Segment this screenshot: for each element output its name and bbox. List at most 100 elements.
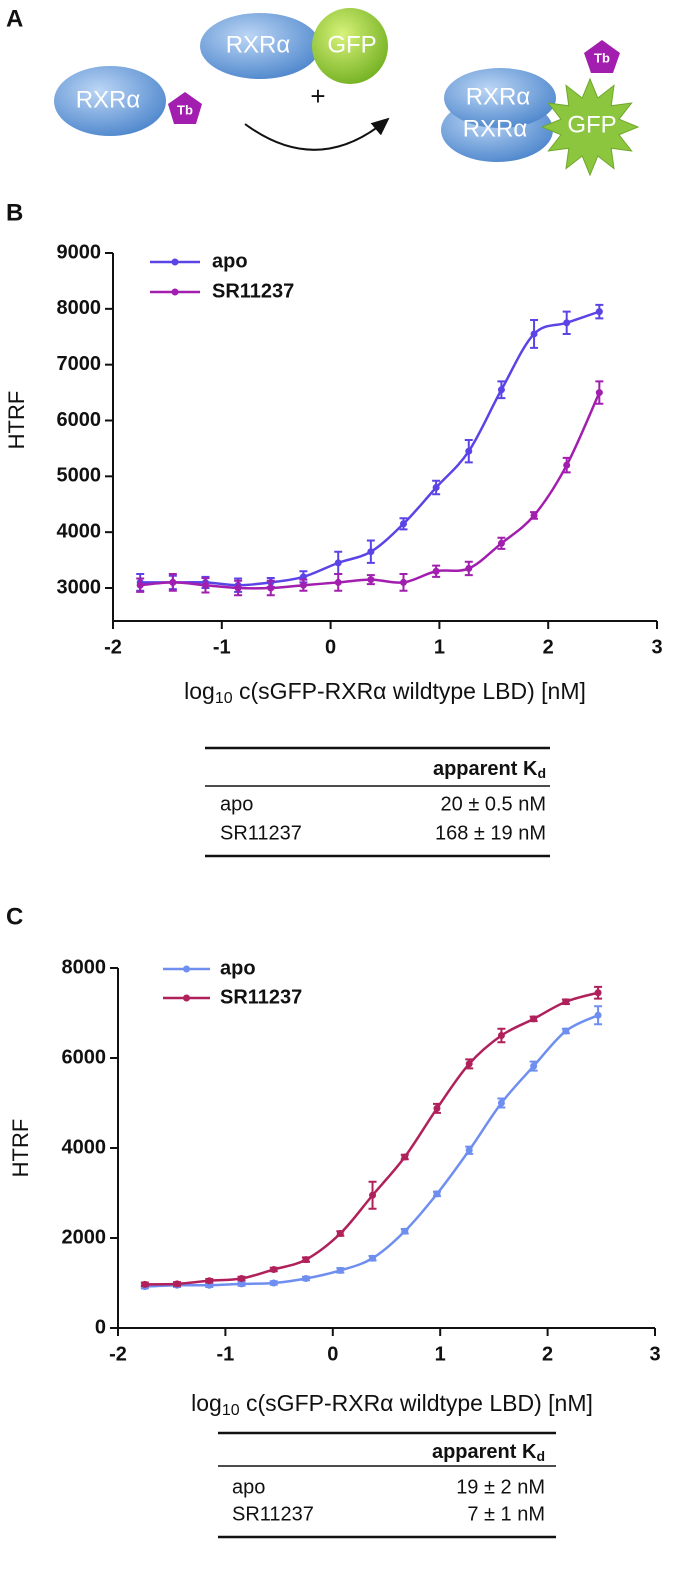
- data-point: [299, 581, 307, 589]
- data-point: [595, 308, 603, 316]
- table-cell: 7 ± 1 nM: [467, 1503, 545, 1525]
- x-axis-label: log10 c(sGFP-RXRα wildtype LBD) [nM]: [184, 678, 586, 707]
- data-point: [201, 581, 209, 589]
- data-point: [238, 1275, 246, 1282]
- data-point: [234, 584, 242, 592]
- table-header-sub: d: [537, 765, 546, 781]
- table-cell: SR11237: [220, 822, 302, 844]
- table-header-sub: d: [536, 1448, 545, 1464]
- data-point: [169, 578, 177, 586]
- data-point: [433, 1190, 441, 1198]
- node-label: RXRα: [463, 115, 528, 142]
- data-point: [562, 1027, 570, 1035]
- protein-shape: [444, 68, 556, 128]
- data-point: [530, 1062, 538, 1070]
- data-point: [299, 573, 307, 581]
- table-cell: 19 ± 2 nM: [456, 1476, 545, 1498]
- x-tick-label: 0: [327, 1343, 338, 1365]
- protein-shape: [54, 66, 166, 136]
- data-point: [465, 1060, 473, 1068]
- data-point: [270, 1266, 278, 1273]
- node-label: GFP: [327, 31, 376, 58]
- data-point: [334, 559, 342, 567]
- x-axis-label-part: log: [184, 678, 215, 704]
- x-tick-label: 3: [651, 636, 662, 658]
- data-point: [238, 1280, 246, 1288]
- node-label: Tb: [177, 102, 193, 117]
- panel-label: C: [6, 903, 23, 930]
- data-point: [369, 1254, 377, 1262]
- node-label: RXRα: [76, 86, 141, 113]
- legend-label: SR11237: [220, 986, 302, 1008]
- node-label: GFP: [567, 111, 616, 138]
- y-tick-label: 5000: [57, 465, 102, 487]
- x-axis-label: log10 c(sGFP-RXRα wildtype LBD) [nM]: [191, 1390, 593, 1419]
- legend-marker: [171, 258, 179, 266]
- legend-label: apo: [212, 250, 248, 272]
- x-axis-label-sub: 10: [215, 690, 233, 707]
- data-point: [401, 1153, 409, 1161]
- table-cell: SR11237: [232, 1503, 314, 1525]
- data-point: [367, 576, 375, 584]
- x-tick-label: 3: [649, 1343, 660, 1365]
- tb-shape: [584, 40, 620, 73]
- data-point: [401, 1227, 409, 1235]
- y-tick-label: 3000: [57, 576, 102, 598]
- panel-label: B: [6, 199, 23, 226]
- table-header-text: apparent K: [433, 758, 538, 780]
- arrow: [244, 117, 390, 151]
- table-header: apparent Kd: [432, 1441, 545, 1463]
- gfp-star: [540, 77, 640, 177]
- x-tick-label: 1: [434, 636, 445, 658]
- data-point: [465, 447, 473, 455]
- fit-line: [140, 392, 601, 590]
- x-axis-label-part: log: [191, 1390, 222, 1416]
- y-tick-label: 4000: [62, 1136, 107, 1158]
- data-point: [173, 1280, 181, 1288]
- x-tick-label: 2: [542, 1343, 553, 1365]
- data-point: [302, 1256, 310, 1264]
- data-point: [595, 389, 603, 397]
- data-point: [530, 1015, 538, 1023]
- legend-marker: [183, 994, 190, 1002]
- protein-shape: [200, 13, 320, 79]
- data-point: [205, 1277, 213, 1285]
- x-tick-label: 0: [325, 636, 336, 658]
- data-point: [336, 1230, 344, 1237]
- data-point: [562, 998, 570, 1006]
- tb-shape: [168, 92, 202, 124]
- data-point: [530, 511, 538, 519]
- table-cell: apo: [232, 1476, 265, 1498]
- y-tick-label: 6000: [62, 1046, 107, 1068]
- data-point: [594, 989, 602, 997]
- data-point: [465, 1146, 473, 1154]
- data-point: [141, 1280, 149, 1288]
- table-cell: 168 ± 19 nM: [435, 822, 546, 844]
- x-tick-label: -2: [109, 1343, 127, 1365]
- legend-marker: [171, 288, 179, 296]
- data-point: [433, 1104, 441, 1112]
- gfp-shape: [312, 8, 388, 84]
- x-tick-label: 1: [435, 1343, 446, 1365]
- data-point: [465, 564, 473, 572]
- node-label: RXRα: [466, 83, 531, 110]
- data-point: [497, 386, 505, 394]
- x-axis-label-part: c(sGFP-RXRα wildtype LBD) [nM]: [233, 678, 586, 704]
- data-point: [497, 1099, 505, 1107]
- y-tick-label: 0: [95, 1316, 106, 1338]
- y-tick-label: 6000: [57, 409, 102, 431]
- data-point: [594, 1011, 602, 1019]
- table-header: apparent Kd: [433, 758, 546, 780]
- fit-line: [144, 1014, 599, 1288]
- data-point: [369, 1191, 377, 1199]
- data-point: [270, 1279, 278, 1287]
- legend-label: SR11237: [212, 280, 294, 302]
- y-tick-label: 2000: [62, 1226, 107, 1248]
- data-point: [267, 584, 275, 592]
- node-label: RXRα: [226, 31, 291, 58]
- data-point: [136, 581, 144, 589]
- x-axis-label-part: c(sGFP-RXRα wildtype LBD) [nM]: [240, 1390, 593, 1416]
- data-point: [563, 461, 571, 469]
- y-tick-label: 4000: [57, 520, 102, 542]
